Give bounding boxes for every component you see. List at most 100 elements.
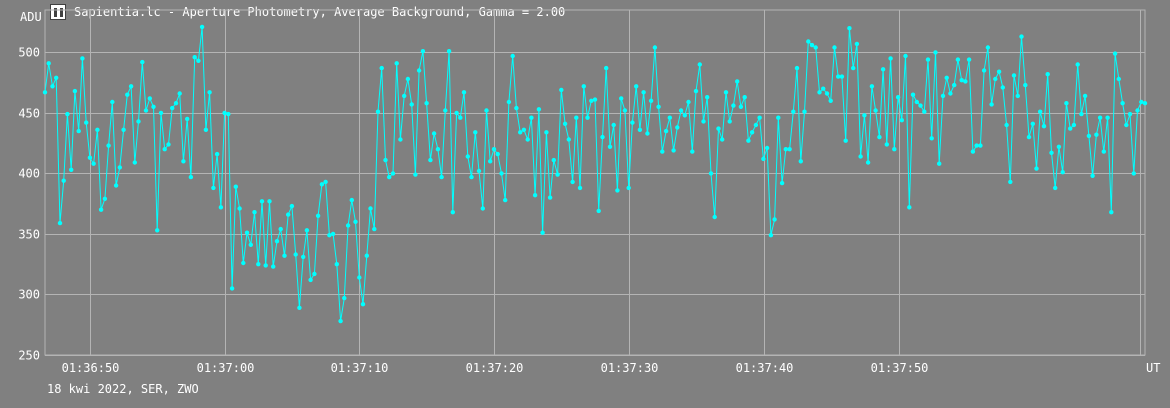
data-point [476,168,482,174]
data-point [974,143,979,148]
data-point [488,159,493,164]
data-point [428,157,433,163]
data-point [604,65,609,71]
x-axis-label: UT [1146,361,1160,375]
data-point [424,101,429,106]
data-point [746,138,751,143]
data-point [985,45,991,50]
data-point [768,233,774,238]
data-point [117,165,123,170]
data-point [308,277,313,283]
data-point [443,108,448,113]
data-point [877,134,882,140]
data-point [566,137,571,142]
data-point [858,154,863,159]
data-point [398,137,403,142]
data-point [791,109,796,114]
data-point [1000,85,1005,90]
data-point [65,111,70,117]
data-point [226,111,231,117]
data-point [880,67,886,72]
data-point [334,262,339,267]
data-point [147,96,152,101]
data-point [203,127,209,132]
data-point [779,180,785,186]
window-title-bar: Sapientia.lc - Aperture Photometry, Aver… [50,3,565,21]
data-point [431,131,437,136]
data-point [394,61,399,66]
data-point [641,90,646,95]
data-point [289,203,295,209]
data-point [319,182,325,187]
data-point [229,286,235,291]
data-point [675,125,680,130]
data-point [1105,115,1110,120]
data-point [338,318,343,324]
data-point [922,109,927,114]
data-point [61,178,66,183]
y-tick-label: 400 [18,167,40,181]
data-point [57,220,63,226]
data-point [293,252,298,257]
data-point [185,116,190,122]
chart-series [42,24,1148,324]
x-tick-label: 01:37:30 [601,361,659,375]
x-tick-label: 01:37:50 [871,361,929,375]
data-point [95,127,100,132]
data-point [555,172,560,177]
data-point [357,275,362,280]
data-point [940,93,946,99]
plot-frame [44,9,1146,356]
data-point [742,95,747,100]
data-point [663,128,669,134]
footer-caption: 18 kwi 2022, SER, ZWO [47,382,199,396]
data-point [503,197,508,203]
data-point [708,171,714,176]
data-point [315,213,321,218]
data-point [113,183,119,188]
data-point [110,99,115,105]
data-point [686,99,691,105]
data-point [813,45,818,50]
data-point [177,91,182,96]
data-point [1124,122,1129,128]
data-point [895,95,901,100]
data-point [802,109,807,114]
data-point [761,156,766,162]
data-point [959,78,964,83]
data-point [263,263,268,268]
data-point [155,228,160,233]
data-point [944,75,949,81]
data-point [652,45,658,50]
data-point [1068,126,1073,131]
data-point [1041,124,1047,129]
data-point [143,108,149,113]
data-point [884,142,889,147]
data-point [192,55,197,60]
data-point [286,212,291,217]
data-point [274,239,280,244]
data-point [914,99,919,105]
data-point [899,118,904,123]
data-point [622,108,628,113]
data-point [1015,93,1020,99]
data-point [783,147,788,152]
data-point [458,115,463,120]
data-point [413,172,418,177]
data-point [637,127,643,132]
data-point [1135,108,1140,113]
data-point [480,206,485,211]
data-point [278,226,283,232]
data-point [828,98,833,104]
x-tick-label: 01:36:50 [62,361,120,375]
data-point [1131,171,1137,176]
data-point [1082,93,1088,99]
data-point [660,149,665,154]
data-point [353,219,358,224]
data-point [375,109,381,114]
data-point [390,171,396,176]
data-point [158,110,164,116]
data-point [207,90,212,95]
data-point [125,92,130,97]
data-point [918,103,923,108]
